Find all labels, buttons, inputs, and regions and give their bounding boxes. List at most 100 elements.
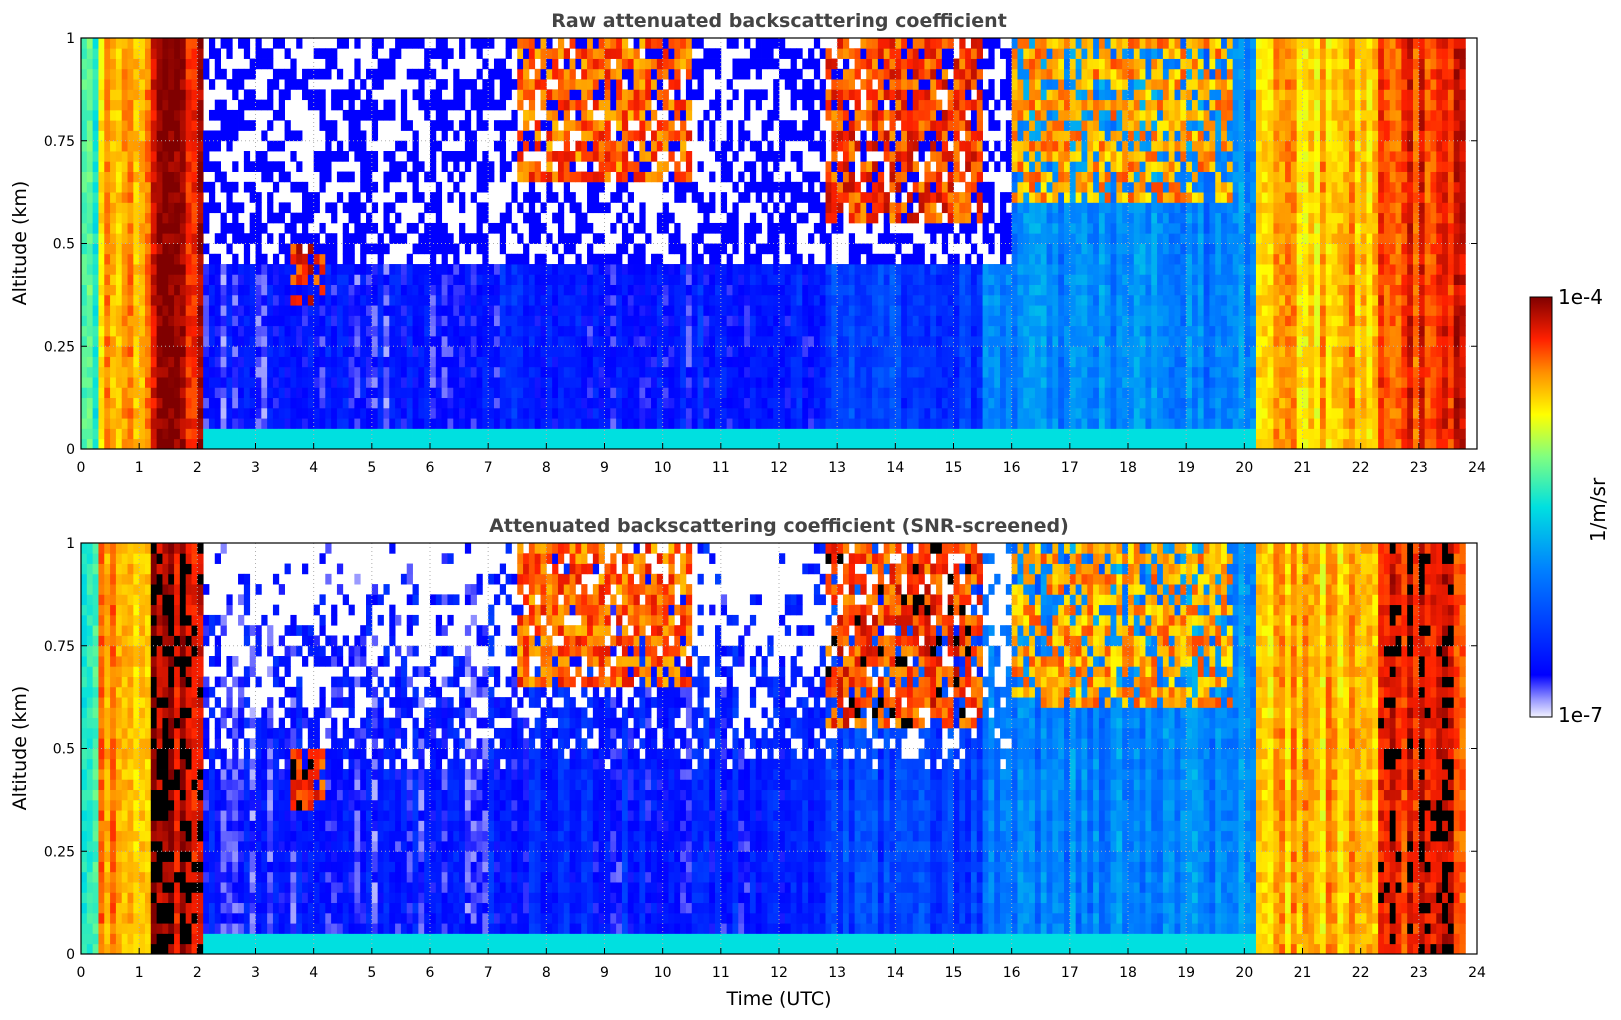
heatmap-cell [709, 428, 716, 440]
heatmap-cell [819, 325, 826, 337]
heatmap-cell [191, 212, 198, 224]
heatmap-cell [598, 151, 605, 162]
heatmap-cell [773, 181, 780, 193]
heatmap-cell [517, 387, 524, 399]
heatmap-cell [348, 171, 355, 183]
heatmap-cell [656, 68, 664, 80]
heatmap-cell [284, 356, 291, 368]
heatmap-cell [697, 346, 704, 357]
heatmap-cell [540, 274, 547, 285]
heatmap-cell [709, 192, 716, 203]
heatmap-cell [918, 68, 925, 80]
heatmap-cell [290, 305, 297, 316]
heatmap-cell [906, 284, 914, 296]
heatmap-cell [598, 79, 605, 90]
heatmap-cell [598, 284, 605, 296]
heatmap-cell [104, 38, 111, 49]
heatmap-cell [901, 68, 908, 80]
heatmap-cell [162, 212, 169, 224]
heatmap-cell [744, 192, 751, 203]
heatmap-cell [162, 151, 169, 162]
heatmap-cell [947, 377, 954, 388]
heatmap-cell [278, 68, 285, 80]
heatmap-cell [877, 428, 885, 440]
heatmap-cell [156, 315, 163, 327]
heatmap-cell [133, 264, 140, 275]
heatmap-cell [720, 407, 728, 419]
heatmap-cell [691, 181, 698, 193]
heatmap-cell [889, 366, 896, 378]
heatmap-cell [848, 79, 856, 90]
heatmap-cell [912, 38, 919, 49]
heatmap-cell [86, 377, 94, 388]
heatmap-cell [761, 428, 768, 440]
heatmap-cell [290, 253, 297, 265]
heatmap-cell [854, 253, 861, 265]
heatmap-cell [395, 212, 402, 224]
heatmap-cell [162, 79, 169, 90]
heatmap-cell [110, 428, 117, 440]
heatmap-cell [685, 428, 693, 440]
heatmap-cell [557, 274, 565, 285]
heatmap-cell [662, 305, 669, 316]
heatmap-cell [761, 202, 768, 214]
heatmap-cell [906, 315, 914, 327]
heatmap-cell [133, 120, 140, 131]
heatmap-cell [371, 243, 379, 255]
heatmap-cell [342, 325, 349, 337]
heatmap-cell [197, 335, 204, 347]
heatmap-cell [668, 407, 675, 419]
heatmap-cell [493, 274, 501, 285]
heatmap-cell [720, 192, 728, 203]
heatmap-cell [552, 397, 559, 409]
heatmap-cell [697, 284, 704, 296]
heatmap-cell [307, 356, 315, 368]
heatmap-cell [121, 48, 128, 59]
heatmap-cell [860, 161, 867, 172]
heatmap-cell [331, 48, 338, 59]
heatmap-cell [877, 181, 885, 193]
heatmap-cell [726, 356, 733, 368]
heatmap-cell [150, 222, 158, 234]
heatmap-cell [540, 325, 547, 337]
heatmap-cell [185, 397, 192, 409]
heatmap-cell [581, 335, 588, 347]
heatmap-cell [243, 325, 251, 337]
heatmap-cell [185, 68, 192, 80]
heatmap-cell [831, 294, 838, 306]
heatmap-cell [813, 274, 821, 285]
heatmap-cell [238, 284, 245, 296]
heatmap-cell [534, 407, 541, 419]
heatmap-cell [831, 89, 838, 101]
heatmap-cell [680, 284, 687, 296]
heatmap-cell [604, 315, 611, 327]
heatmap-cell [936, 335, 943, 347]
heatmap-cell [81, 428, 88, 440]
heatmap-cell [744, 335, 751, 347]
heatmap-cell [633, 161, 640, 172]
heatmap-cell [895, 109, 902, 121]
heatmap-cell [633, 38, 640, 49]
heatmap-cell [342, 38, 349, 49]
heatmap-cell [493, 438, 501, 449]
heatmap-cell [267, 418, 274, 429]
heatmap-cell [761, 284, 768, 296]
heatmap-cell [499, 387, 507, 399]
heatmap-cell [296, 305, 303, 316]
heatmap-cell [162, 68, 169, 80]
heatmap-cell [656, 140, 664, 152]
heatmap-cell [685, 274, 693, 285]
heatmap-cell [371, 151, 379, 162]
heatmap-cell [639, 428, 646, 440]
heatmap-cell [482, 212, 489, 224]
heatmap-cell [493, 305, 501, 316]
heatmap-cell [488, 418, 495, 429]
heatmap-cell [482, 335, 489, 347]
heatmap-cell [104, 181, 111, 193]
heatmap-cell [557, 99, 565, 111]
heatmap-cell [965, 79, 972, 90]
heatmap-cell [720, 315, 728, 327]
heatmap-cell [110, 346, 117, 357]
heatmap-cell [685, 89, 693, 101]
heatmap-cell [220, 356, 227, 368]
